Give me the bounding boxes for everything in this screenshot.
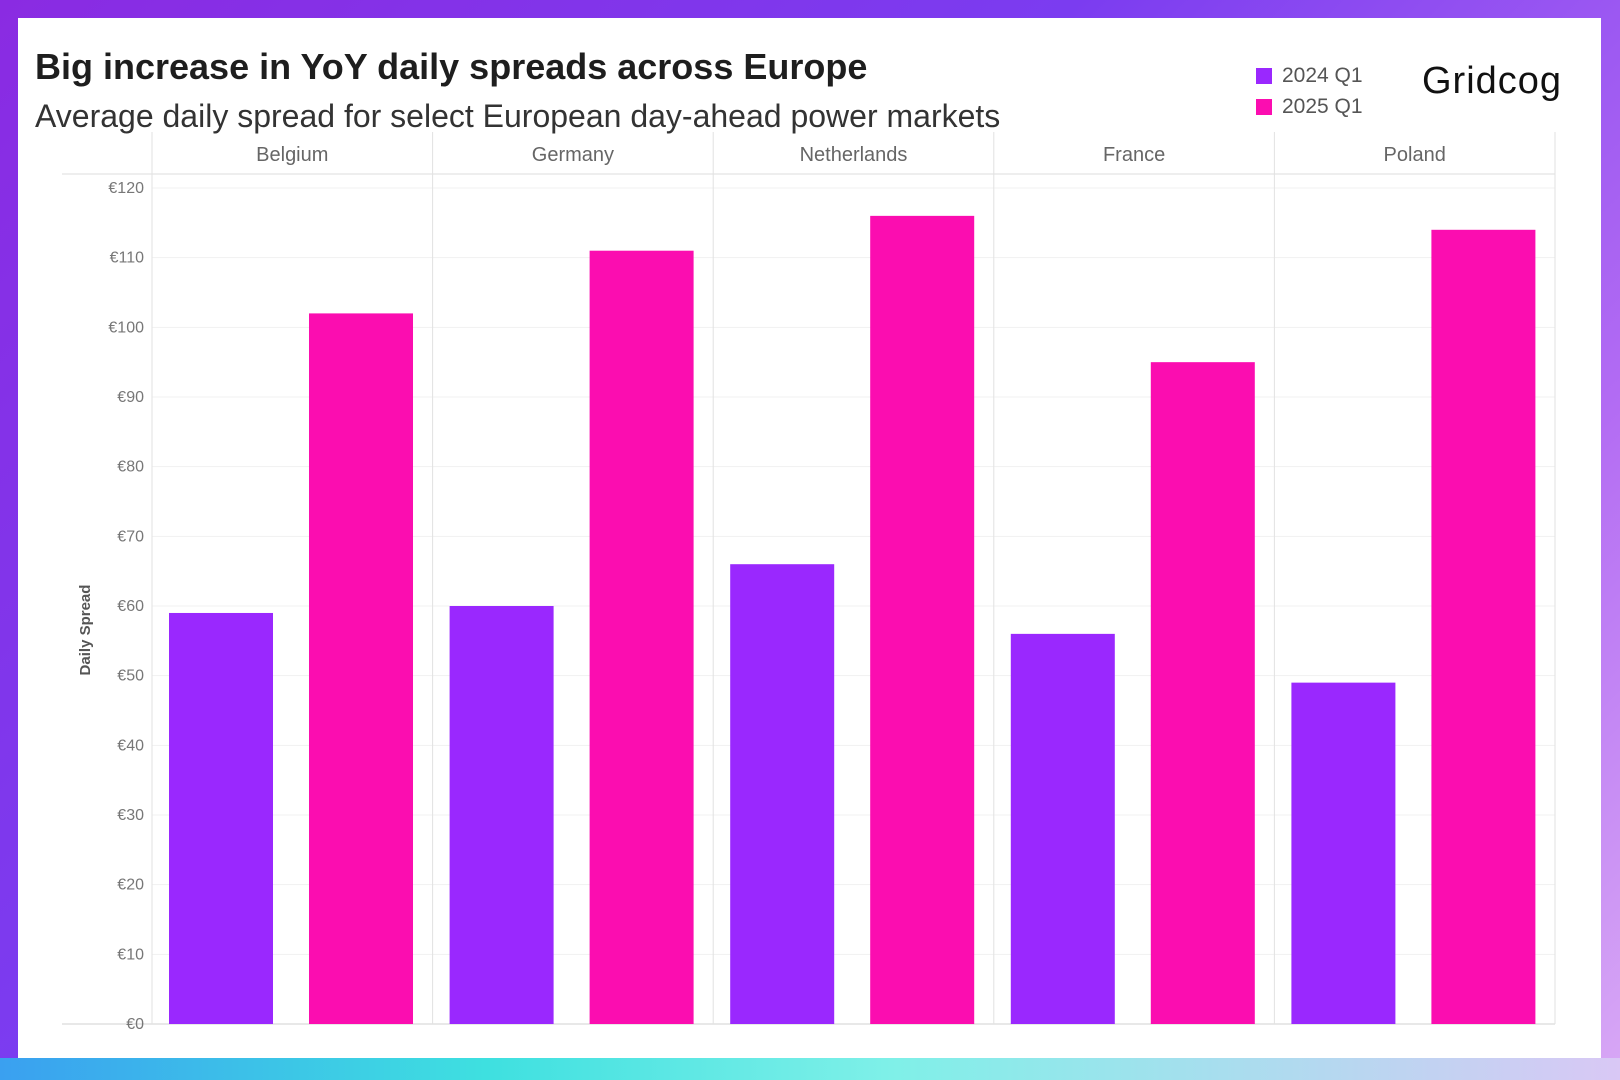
legend: 2024 Q1 2025 Q1 — [1256, 60, 1363, 122]
bar-france-2025-q1 — [1150, 362, 1255, 1025]
y-tick-label: €0 — [126, 1016, 144, 1033]
legend-swatch-2025 — [1256, 98, 1272, 115]
y-tick-label: €60 — [117, 598, 144, 615]
y-tick-label: €110 — [110, 250, 145, 267]
y-tick-label: €70 — [117, 528, 144, 545]
frame-bottom-gradient — [0, 1058, 1620, 1080]
bar-poland-2025-q1 — [1431, 229, 1536, 1025]
y-tick-label: €120 — [108, 180, 144, 197]
bar-belgium-2024-q1 — [169, 612, 273, 1024]
bar-france-2024-q1 — [1010, 633, 1115, 1024]
legend-label-2025: 2025 Q1 — [1282, 94, 1363, 118]
legend-item-2024: 2024 Q1 — [1256, 60, 1363, 91]
y-tick-label: €100 — [108, 319, 144, 336]
legend-label-2024: 2024 Q1 — [1282, 63, 1363, 87]
y-tick-label: €50 — [117, 668, 144, 685]
chart-title: Big increase in YoY daily spreads across… — [35, 46, 868, 87]
y-tick-label: €40 — [117, 737, 144, 754]
category-label-belgium: Belgium — [256, 144, 328, 166]
bar-belgium-2025-q1 — [309, 313, 413, 1024]
legend-item-2025: 2025 Q1 — [1256, 91, 1363, 122]
category-label-netherlands: Netherlands — [800, 144, 908, 166]
y-tick-label: €10 — [117, 946, 144, 963]
bar-poland-2024-q1 — [1291, 682, 1396, 1024]
legend-swatch-2024 — [1256, 67, 1272, 84]
bar-chart: €0 €10 €20 €30 €40 €50 €60 €70 €80 €90 €100 €110 €12… — [62, 132, 1556, 1033]
category-label-germany: Germany — [532, 144, 614, 166]
y-tick-label: €80 — [117, 459, 144, 476]
gridcog-logo: Gridcog — [1422, 60, 1563, 102]
y-axis-title: Daily Spread — [77, 585, 94, 676]
bar-netherlands-2025-q1 — [870, 215, 975, 1024]
bar-netherlands-2024-q1 — [730, 564, 835, 1024]
category-label-poland: Poland — [1384, 144, 1446, 166]
chart-subtitle: Average daily spread for select European… — [35, 98, 1001, 134]
y-tick-label: €90 — [117, 389, 144, 406]
bar-germany-2024-q1 — [449, 606, 554, 1024]
y-tick-label: €30 — [117, 807, 144, 824]
category-label-france: France — [1103, 144, 1165, 166]
chart-card: Big increase in YoY daily spreads across… — [18, 18, 1601, 1058]
bar-germany-2025-q1 — [589, 250, 694, 1024]
y-tick-label: €20 — [117, 877, 144, 894]
